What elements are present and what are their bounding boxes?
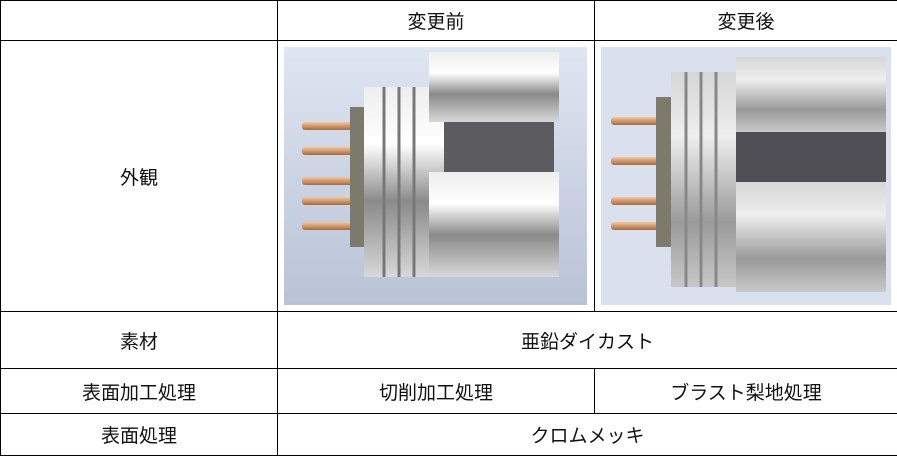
photo-cell	[595, 41, 897, 312]
photo-after	[601, 47, 891, 305]
row-label: 外観	[1, 41, 278, 312]
column-header: 変更前	[278, 1, 595, 41]
row-label: 表面加工処理	[1, 369, 278, 414]
row-label: 素材	[1, 312, 278, 369]
cell: クロムメッキ	[278, 414, 897, 456]
row-label: 表面処理	[1, 414, 278, 456]
corner-cell	[1, 1, 278, 41]
cell: 切削加工処理	[278, 369, 595, 414]
column-header: 変更後	[595, 1, 897, 41]
finishing-row: 表面加工処理 切削加工処理 ブラスト梨地処理	[1, 369, 897, 414]
photo-before	[284, 47, 587, 305]
surface-row: 表面処理 クロムメッキ	[1, 414, 897, 456]
cell: ブラスト梨地処理	[595, 369, 897, 414]
cell: 亜鉛ダイカスト	[278, 312, 897, 369]
appearance-row: 外観	[1, 41, 897, 312]
header-row: 変更前 変更後	[1, 1, 897, 41]
material-row: 素材 亜鉛ダイカスト	[1, 312, 897, 369]
photo-cell	[278, 41, 595, 312]
